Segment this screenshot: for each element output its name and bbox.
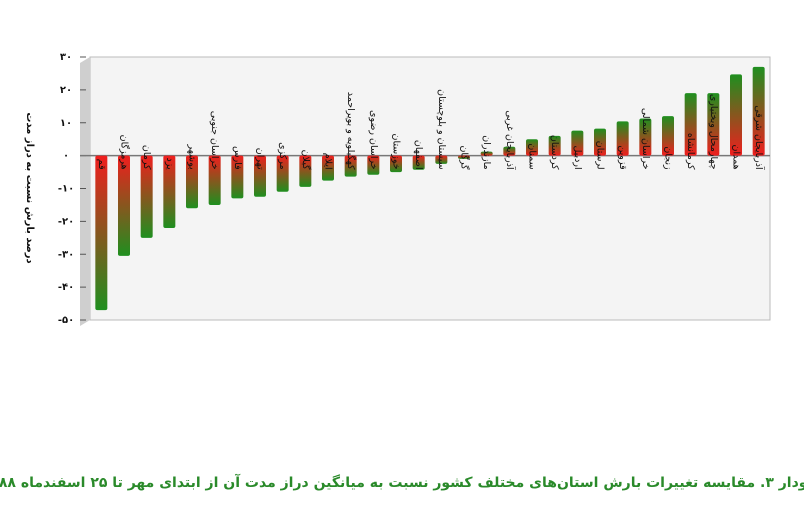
x-tick-label: چهارمحال وبختیاری bbox=[708, 94, 719, 170]
x-tick-label: کردستان bbox=[549, 135, 560, 170]
bar bbox=[95, 155, 108, 311]
bar bbox=[526, 139, 538, 156]
bar bbox=[684, 93, 697, 156]
x-tick-label: خراسان رضوی bbox=[368, 110, 379, 170]
bar bbox=[276, 155, 289, 192]
x-tick-label: مرکزی bbox=[277, 142, 288, 170]
y-tick-label: -۵۰ bbox=[58, 315, 74, 326]
bar bbox=[299, 155, 312, 187]
y-tick-label: ۲۰ bbox=[60, 85, 72, 96]
bar bbox=[503, 146, 516, 156]
x-tick-label: گیلان bbox=[300, 150, 312, 171]
bar bbox=[140, 155, 153, 238]
x-tick-label: آذربایجان شرقی bbox=[753, 105, 766, 170]
x-tick-label: مازندران bbox=[481, 135, 492, 169]
x-tick-label: هرمزگان bbox=[119, 135, 131, 170]
x-tick-label: خراسان جنوبی bbox=[209, 111, 220, 170]
bar bbox=[163, 155, 176, 228]
bar bbox=[322, 155, 334, 181]
chart-title: نمودار ۳. مقایسه تغییرات بارش استان‌های … bbox=[0, 473, 804, 491]
bar bbox=[730, 74, 742, 156]
bar bbox=[344, 155, 357, 177]
x-tick-label: بوشهر bbox=[187, 143, 198, 169]
bar bbox=[616, 121, 629, 156]
bar bbox=[231, 155, 244, 199]
x-tick-label: خوزستان bbox=[391, 134, 402, 170]
x-tick-label: کرمان bbox=[141, 145, 152, 170]
axis-wall bbox=[80, 57, 90, 326]
x-tick-label: خراسان شمالی bbox=[640, 108, 651, 170]
y-tick-label: ۳۰ bbox=[60, 52, 72, 63]
bar bbox=[435, 155, 448, 164]
bar bbox=[752, 66, 765, 156]
x-tick-label: تهران bbox=[255, 148, 266, 170]
y-tick-label: -۲۰ bbox=[58, 216, 74, 227]
x-tick-label: فارس bbox=[232, 146, 243, 170]
y-tick-label: -۱۰ bbox=[58, 184, 74, 195]
bar bbox=[571, 130, 584, 156]
y-tick-label: -۴۰ bbox=[58, 282, 74, 293]
bar bbox=[458, 155, 470, 159]
x-tick-label: لرستان bbox=[595, 141, 606, 170]
bar bbox=[594, 128, 606, 156]
bar bbox=[412, 155, 425, 170]
x-tick-label: اردبیل bbox=[572, 145, 583, 169]
bar bbox=[639, 118, 652, 156]
x-tick-label: آذربایجان غربی bbox=[504, 110, 517, 170]
bar bbox=[390, 155, 402, 173]
x-tick-label: قزوین bbox=[617, 145, 628, 169]
x-tick-label: قم bbox=[96, 159, 107, 170]
x-tick-label: اصفهان bbox=[413, 140, 424, 170]
x-tick-label: کهگیلویه و بویراحمد bbox=[345, 92, 357, 170]
bar bbox=[367, 155, 380, 175]
y-tick-label: -۳۰ bbox=[58, 249, 74, 260]
y-tick-label: ۰ bbox=[63, 151, 69, 162]
bar bbox=[254, 155, 266, 197]
x-tick-label: سمنان bbox=[527, 143, 538, 169]
x-tick-label: کرمانشاه bbox=[685, 133, 696, 170]
x-tick-label: گرگان bbox=[459, 145, 471, 170]
bar bbox=[186, 155, 198, 209]
y-axis-title: درصد بارش نسبت به دراز مدت bbox=[24, 112, 35, 263]
x-tick-label: زنجان bbox=[663, 146, 674, 170]
x-tick-label: همدان bbox=[731, 145, 742, 170]
x-tick-label: سیستان و بلوچستان bbox=[436, 89, 447, 169]
y-tick-label: ۱۰ bbox=[60, 118, 72, 129]
x-tick-label: یزد bbox=[164, 158, 175, 170]
x-tick-label: ایلام bbox=[323, 153, 334, 170]
bar bbox=[707, 93, 720, 156]
bar bbox=[480, 151, 493, 156]
bar bbox=[208, 155, 221, 205]
bar bbox=[548, 135, 561, 156]
bar bbox=[118, 155, 130, 256]
plot-area bbox=[89, 56, 771, 321]
bar bbox=[662, 116, 674, 156]
